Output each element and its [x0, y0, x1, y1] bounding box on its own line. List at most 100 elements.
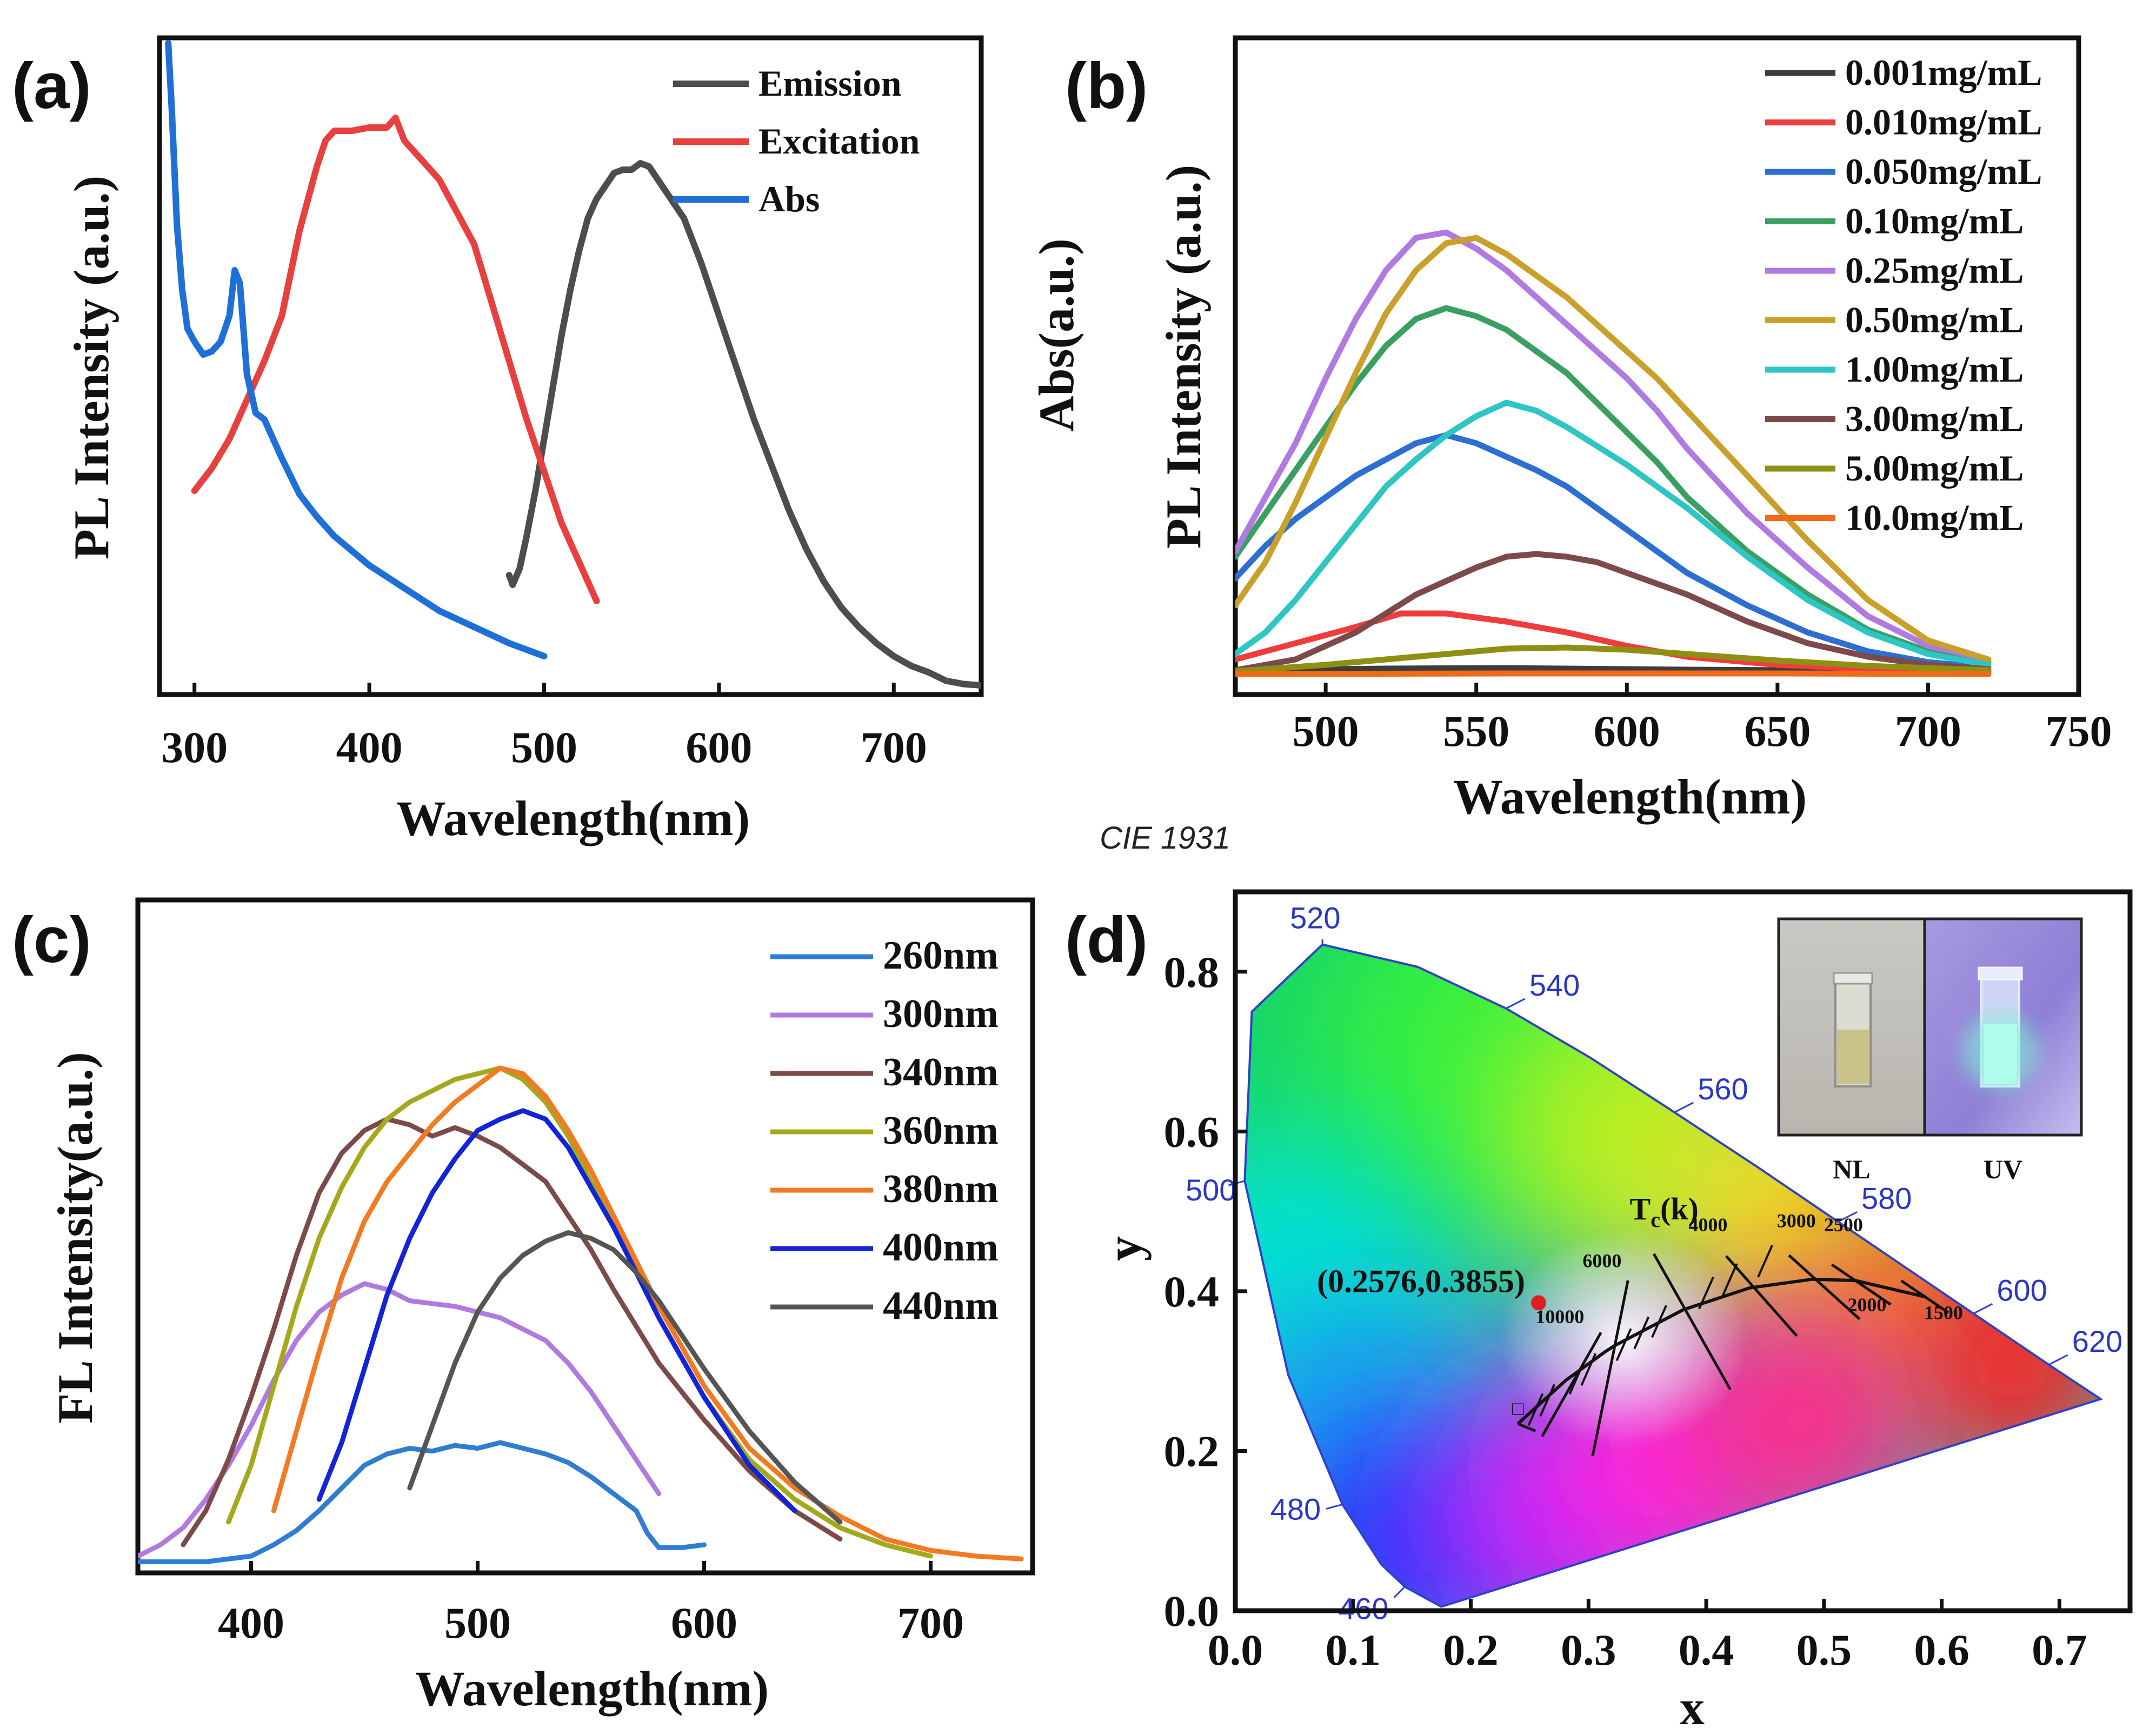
- series-line: [1235, 670, 1992, 677]
- panel-a-x-ticks: 300 400 500 600 700: [161, 683, 927, 772]
- panel-a-legend: Emission Excitation Abs: [673, 63, 920, 219]
- isotemperature-line: [1541, 1332, 1602, 1437]
- panel-b-series: [1235, 229, 1992, 677]
- panel-d-cie-title: CIE 1931: [1100, 820, 1230, 856]
- panel-d-frame: [1233, 889, 2133, 1613]
- wavelength-label: 500: [1186, 1173, 1236, 1207]
- wavelength-tick: [1973, 1303, 1993, 1315]
- x-tick-label: 600: [686, 723, 752, 772]
- x-tick-label: 500: [1293, 706, 1359, 756]
- wavelength-label: 480: [1270, 1492, 1321, 1526]
- panel-d: CIE 1931 (d) 460480500520540560580600620…: [1065, 820, 2133, 1728]
- series-line: [1235, 644, 1992, 675]
- legend-entry: 400nm: [883, 1225, 999, 1270]
- panel-d-y-title: y: [1096, 1236, 1152, 1261]
- wavelength-label: 540: [1529, 968, 1580, 1002]
- x-tick-label: 0.4: [1679, 1625, 1734, 1674]
- legend-entry: 10.0mg/mL: [1845, 497, 2024, 538]
- x-tick-label: 500: [511, 723, 577, 772]
- cct-minor-tick: [1633, 1316, 1650, 1350]
- legend-entry: 0.50mg/mL: [1845, 299, 2024, 341]
- series-line: [191, 115, 600, 604]
- legend-entry: 0.010mg/mL: [1845, 102, 2042, 143]
- series-line: [1235, 399, 1992, 668]
- chromaticity-overlay: □ 10000 6000 4000 3000 2500 2000 1500 Tc(k) (0.25…: [1317, 1191, 1963, 1457]
- legend-entry: Abs: [758, 178, 820, 219]
- x-tick-label: 0.0: [1208, 1625, 1263, 1674]
- legend-entry: 300nm: [883, 992, 999, 1036]
- vial-uv-cap: [1978, 966, 2023, 980]
- panel-c-y-title: FL Intensity(a.u.): [48, 1052, 103, 1424]
- chromaticity-point-label: (0.2576,0.3855): [1317, 1263, 1525, 1299]
- wavelength-tick: [2048, 1354, 2068, 1366]
- panel-a-frame: [157, 35, 984, 697]
- cct-minor-tick: [1568, 1362, 1585, 1395]
- panel-b-y-title: PL Intensity (a.u.): [1156, 165, 1211, 549]
- wavelength-label: 600: [1997, 1273, 2047, 1307]
- x-tick-label: 750: [2046, 706, 2112, 756]
- legend-entry: Emission: [758, 63, 902, 104]
- missing-glyph: □: [1512, 1398, 1524, 1419]
- panel-d-letter: (d): [1065, 904, 1148, 976]
- isotemperature-line: [1725, 1255, 1798, 1337]
- x-tick-label: 0.5: [1796, 1625, 1852, 1674]
- x-tick-label: 400: [218, 1598, 284, 1647]
- panel-a-x-title: Wavelength(nm): [396, 791, 750, 846]
- legend-entry: 5.00mg/mL: [1845, 448, 2024, 489]
- series-line: [138, 1440, 707, 1564]
- vial-label-uv: UV: [1984, 1154, 2022, 1184]
- legend-entry: 380nm: [883, 1167, 999, 1211]
- series-line: [316, 1108, 797, 1513]
- panel-c-letter: (c): [12, 904, 91, 976]
- x-tick-label: 700: [861, 723, 927, 772]
- wavelength-tick: [1393, 1586, 1406, 1598]
- x-tick-label: 0.2: [1443, 1625, 1499, 1674]
- cct-minor-tick: [1721, 1263, 1738, 1297]
- planckian-end-tick: [1517, 1422, 1536, 1432]
- panel-c-x-title: Wavelength(nm): [415, 1661, 769, 1716]
- isotemperature-line: [1831, 1263, 1892, 1306]
- x-tick-label: 700: [1895, 706, 1961, 756]
- cct-label: 1500: [1924, 1302, 1963, 1324]
- panel-c-x-ticks: 400 500 600 700: [218, 1561, 964, 1647]
- series-line: [1235, 229, 1992, 663]
- wavelength-tick: [1674, 1102, 1694, 1113]
- series-line: [1235, 610, 1992, 675]
- panel-c-frame: [135, 897, 1035, 1576]
- series-line: [271, 1065, 1024, 1562]
- y-tick-label: 0.8: [1164, 948, 1220, 997]
- panel-d-x-title: x: [1680, 1680, 1705, 1728]
- x-tick-label: 0.6: [1914, 1625, 1969, 1674]
- wavelength-tick: [1326, 1504, 1343, 1510]
- x-tick-label: 0.1: [1326, 1625, 1381, 1674]
- panel-b-x-title: Wavelength(nm): [1453, 769, 1807, 824]
- y-tick-label: 0.6: [1164, 1107, 1220, 1156]
- legend-entry: 260nm: [883, 933, 999, 978]
- series-line: [505, 160, 981, 689]
- cct-label: 3000: [1777, 1210, 1816, 1232]
- series-line: [165, 40, 548, 659]
- x-tick-label: 300: [161, 723, 228, 772]
- isotemperature-line: [1788, 1254, 1861, 1320]
- legend-entry: 0.10mg/mL: [1845, 201, 2024, 242]
- legend-entry: 340nm: [883, 1050, 999, 1095]
- y-tick-label: 0.4: [1164, 1267, 1220, 1316]
- legend-entry: 0.050mg/mL: [1845, 151, 2042, 192]
- series-line: [1235, 432, 1992, 671]
- x-tick-label: 650: [1744, 706, 1811, 756]
- panel-a-letter: (a): [12, 50, 91, 122]
- panel-c: (c) 400 500 600 700 260nm 300nm 340nm 360nm 380…: [12, 897, 1035, 1716]
- vial-photo-inset: NL UV: [1777, 917, 2083, 1184]
- legend-entry: Excitation: [758, 121, 920, 162]
- panel-a-y-title: PL Intensity (a.u.): [64, 176, 119, 560]
- legend-entry: 360nm: [883, 1109, 999, 1153]
- cct-label: 10000: [1535, 1306, 1584, 1327]
- y-tick-label: 0.2: [1164, 1426, 1220, 1476]
- cct-label: 2000: [1847, 1294, 1886, 1316]
- series-line: [1235, 665, 1992, 675]
- isotemperature-line: [1652, 1253, 1732, 1391]
- cct-minor-tick: [1698, 1276, 1714, 1310]
- panel-c-legend: 260nm 300nm 340nm 360nm 380nm 400nm 440nm: [770, 933, 999, 1328]
- vial-label-nl: NL: [1833, 1154, 1870, 1184]
- series-line: [138, 1281, 662, 1559]
